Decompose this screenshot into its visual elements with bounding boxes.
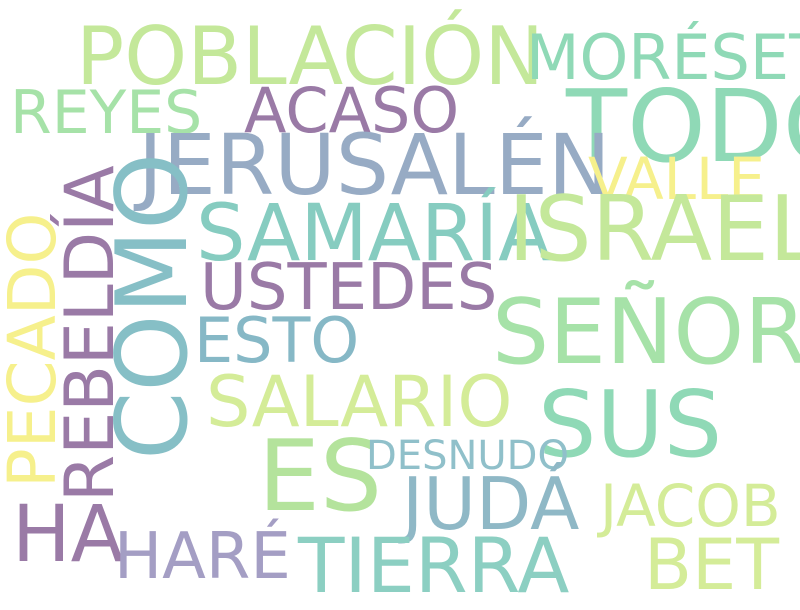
word-poblacion: POBLACIÓN — [76, 10, 545, 103]
word-esto: ESTO — [194, 304, 360, 377]
word-bet: BET — [644, 524, 780, 606]
word-jerusalen: JERUSALÉN — [138, 116, 611, 214]
word-pecado: PECADO — [0, 212, 71, 488]
word-reyes: REYES — [10, 78, 203, 148]
word-samaria: SAMARÍA — [196, 189, 552, 279]
word-juda: JUDÁ — [402, 462, 580, 546]
word-como: COMO — [96, 152, 210, 460]
word-acaso: ACASO — [244, 74, 460, 147]
word-es: ES — [258, 420, 383, 534]
word-valle: VALLE — [588, 145, 765, 213]
word-moreset: MORÉSET — [526, 21, 800, 94]
word-senor: SEÑOR — [492, 280, 800, 385]
word-sus: SUS — [538, 371, 723, 478]
word-tierra: TIERRA — [298, 521, 570, 610]
word-ha: HA — [12, 490, 125, 580]
word-israel: ISRAEL — [508, 177, 800, 282]
word-salario: SALARIO — [206, 361, 513, 443]
word-hare: HARÉ — [114, 520, 291, 594]
word-desnudo: DESNUDO — [366, 433, 569, 479]
word-todo: TODO — [566, 68, 800, 185]
word-ustedes: USTEDES — [200, 251, 498, 325]
word-jacob: JACOB — [600, 472, 781, 540]
